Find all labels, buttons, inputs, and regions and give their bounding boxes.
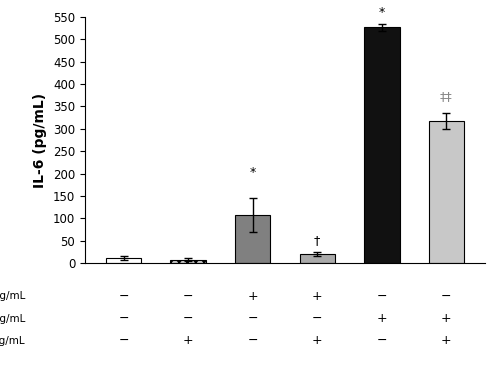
- Text: +: +: [312, 290, 322, 303]
- Bar: [106, 258, 142, 263]
- Text: *: *: [378, 6, 385, 19]
- Bar: [170, 259, 206, 263]
- Text: LPS 1 μg/mL: LPS 1 μg/mL: [0, 314, 25, 324]
- Text: LPS 100 pg/mL: LPS 100 pg/mL: [0, 291, 25, 302]
- Text: −: −: [248, 334, 258, 347]
- Text: −: −: [376, 334, 387, 347]
- Text: −: −: [118, 290, 129, 303]
- Text: +: +: [376, 312, 387, 325]
- Text: +: +: [248, 290, 258, 303]
- Text: †: †: [314, 235, 320, 247]
- Text: −: −: [441, 290, 452, 303]
- Bar: [300, 254, 335, 263]
- Text: −: −: [312, 312, 322, 325]
- Bar: [235, 215, 270, 263]
- Text: −: −: [183, 290, 194, 303]
- Bar: [364, 27, 400, 263]
- Bar: [428, 121, 464, 263]
- Text: ‡‡: ‡‡: [440, 90, 452, 103]
- Text: *: *: [250, 166, 256, 179]
- Text: −: −: [183, 312, 194, 325]
- Text: −: −: [118, 312, 129, 325]
- Text: −: −: [248, 312, 258, 325]
- Text: A-TLR4 10 μg/mL: A-TLR4 10 μg/mL: [0, 336, 25, 346]
- Text: −: −: [118, 334, 129, 347]
- Text: +: +: [441, 334, 452, 347]
- Text: −: −: [376, 290, 387, 303]
- Text: +: +: [312, 334, 322, 347]
- Text: +: +: [441, 312, 452, 325]
- Text: +: +: [183, 334, 194, 347]
- Y-axis label: IL-6 (pg/mL): IL-6 (pg/mL): [34, 92, 48, 188]
